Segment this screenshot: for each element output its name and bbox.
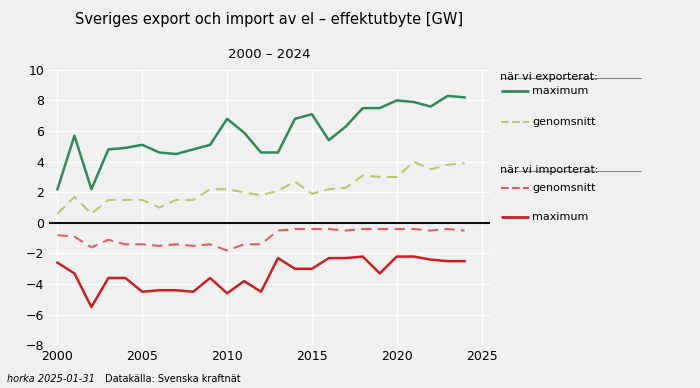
Text: horka 2025-01-31: horka 2025-01-31: [7, 374, 95, 384]
Text: genomsnitt: genomsnitt: [532, 183, 596, 193]
Text: när vi importerat:: när vi importerat:: [500, 165, 599, 175]
Text: genomsnitt: genomsnitt: [532, 117, 596, 127]
Text: när vi exporterat:: när vi exporterat:: [500, 72, 598, 82]
Text: Sveriges export och import av el – effektutbyte [GW]: Sveriges export och import av el – effek…: [76, 12, 463, 27]
Text: Datakälla: Svenska kraftnät: Datakälla: Svenska kraftnät: [105, 374, 241, 384]
Text: 2000 – 2024: 2000 – 2024: [228, 48, 311, 62]
Text: maximum: maximum: [532, 86, 589, 96]
Text: maximum: maximum: [532, 212, 589, 222]
